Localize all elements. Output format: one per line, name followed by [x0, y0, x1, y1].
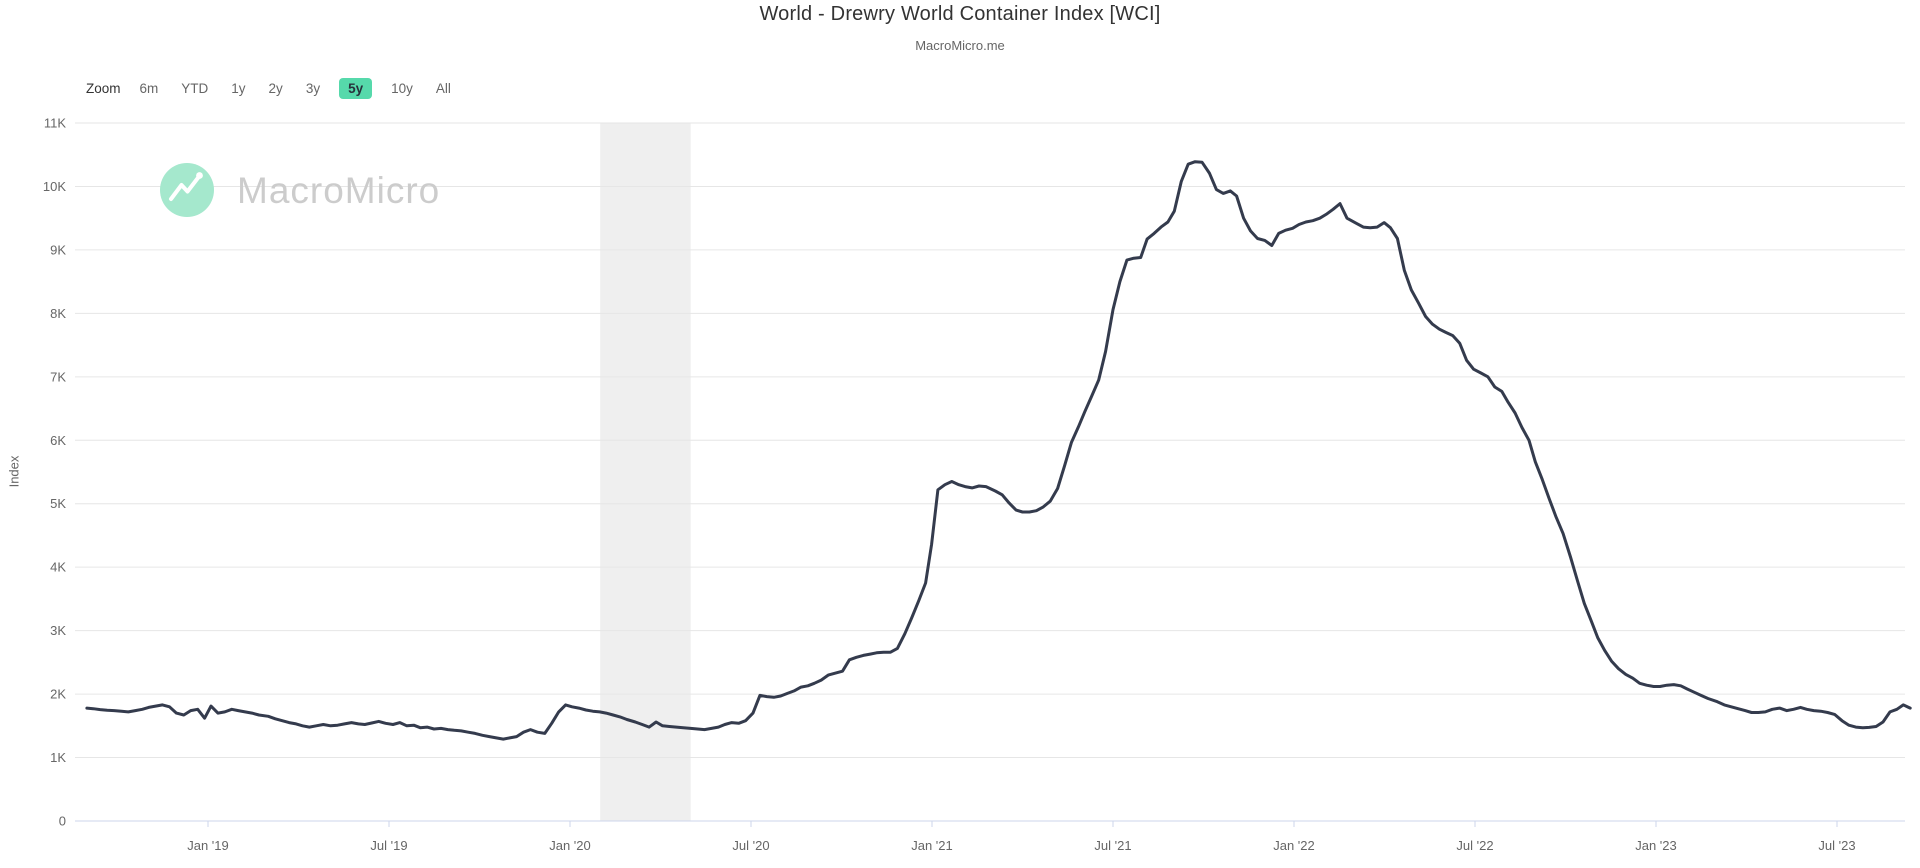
range-button-5y[interactable]: 5y: [339, 77, 373, 99]
x-tick-label: Jan '20: [549, 838, 591, 853]
y-tick-label: 2K: [50, 687, 66, 702]
y-tick-label: 1K: [50, 750, 66, 765]
x-tick-label: Jul '21: [1094, 838, 1131, 853]
y-tick-label: 11K: [44, 116, 66, 131]
y-tick-label: 6K: [50, 433, 66, 448]
y-tick-label: 3K: [50, 623, 66, 638]
range-button-3y[interactable]: 3y: [305, 80, 321, 96]
chart-title: World - Drewry World Container Index [WC…: [759, 3, 1161, 25]
x-tick-label: Jan '23: [1635, 838, 1677, 853]
series-line-wci[interactable]: [85, 160, 1912, 741]
x-tick-label: Jan '22: [1273, 838, 1315, 853]
chart-subtitle: MacroMicro.me: [915, 38, 1005, 53]
range-button-10y[interactable]: 10y: [391, 80, 413, 96]
range-button-ytd[interactable]: YTD: [181, 80, 209, 96]
range-button-1y[interactable]: 1y: [231, 80, 246, 96]
y-tick-label: 5K: [50, 496, 66, 511]
y-tick-label: 9K: [50, 242, 66, 257]
range-button-all[interactable]: All: [435, 80, 451, 96]
range-button-2y[interactable]: 2y: [268, 80, 283, 96]
x-tick-label: Jul '23: [1818, 838, 1855, 853]
plot-band: [600, 123, 691, 822]
y-tick-label: 8K: [50, 306, 66, 321]
x-tick-label: Jan '19: [187, 838, 229, 853]
y-tick-label: 4K: [50, 560, 66, 575]
y-tick-label: 7K: [50, 369, 66, 384]
zoom-label: Zoom: [86, 80, 121, 96]
y-tick-label: 0: [59, 814, 66, 829]
x-tick-label: Jul '19: [370, 838, 407, 853]
y-tick-label: 10K: [43, 179, 66, 194]
x-tick-label: Jul '20: [732, 838, 769, 853]
x-tick-label: Jul '22: [1456, 838, 1493, 853]
range-selector-toolbar: Zoom 6m YTD 1y 2y 3y 5y 10y All: [86, 76, 455, 100]
x-tick-label: Jan '21: [911, 838, 953, 853]
range-button-6m[interactable]: 6m: [139, 80, 159, 96]
